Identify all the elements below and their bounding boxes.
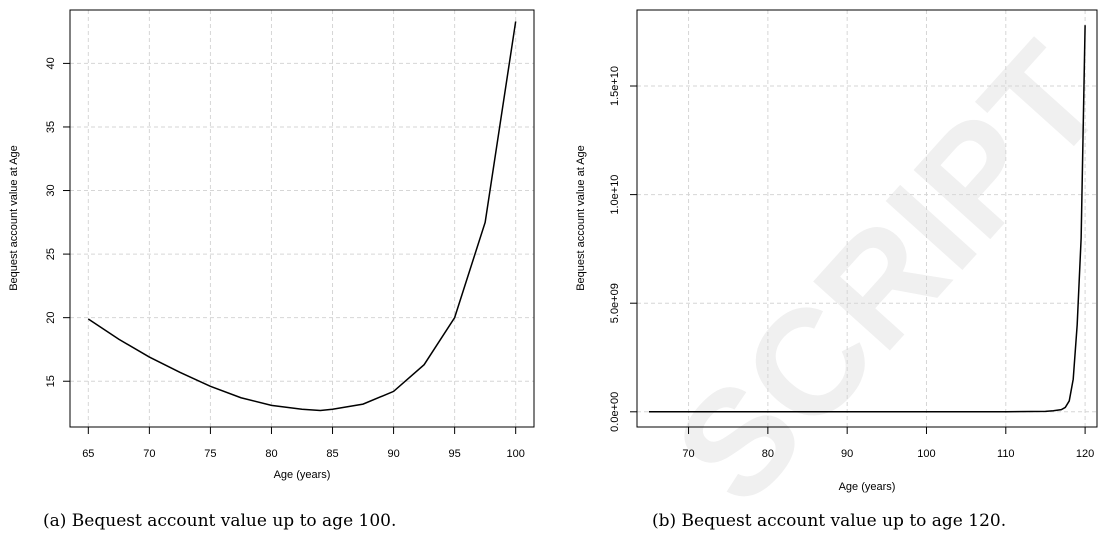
plot-frame-b — [636, 9, 1098, 428]
x-tick-label: 100 — [917, 448, 935, 460]
y-tick-label: 40 — [45, 57, 57, 69]
y-tick-label: 20 — [45, 312, 57, 324]
x-tick-label: 110 — [997, 448, 1015, 460]
watermark: SCRIPT — [643, 13, 1098, 534]
x-tick-label: 80 — [762, 448, 774, 460]
y-tick-label: 25 — [45, 248, 57, 260]
caption-b: (b) Bequest account value up to age 120. — [652, 511, 1006, 531]
series-line-a — [87, 21, 517, 412]
series-line-b — [648, 25, 1086, 413]
x-tick-label: 95 — [449, 448, 461, 460]
x-tick-label: 90 — [387, 448, 399, 460]
x-axis-label-a: Age (years) — [274, 469, 331, 481]
y-axis-b: 0.0e+00 5.0e+09 1.0e+10 1.5e+10 — [609, 66, 637, 432]
y-axis-label-a: Bequest account value at Age — [8, 145, 20, 291]
x-tick-label: 75 — [204, 448, 216, 460]
y-tick-label: 35 — [45, 121, 57, 133]
x-tick-label: 100 — [507, 448, 525, 460]
x-tick-label: 70 — [143, 448, 155, 460]
x-tick-label: 65 — [82, 448, 94, 460]
x-axis-label-b: Age (years) — [839, 481, 896, 493]
x-tick-label: 120 — [1076, 448, 1094, 460]
x-tick-label: 70 — [682, 448, 694, 460]
grid-a — [70, 10, 534, 427]
x-axis-b: 70 80 90 100 110 120 — [682, 427, 1094, 460]
y-axis-label-b: Bequest account value at Age — [575, 145, 587, 291]
caption-a: (a) Bequest account value up to age 100. — [43, 511, 396, 531]
y-tick-label: 5.0e+09 — [609, 283, 621, 323]
x-axis-a: 65 70 75 80 85 90 95 100 — [82, 427, 525, 460]
y-tick-label: 1.5e+10 — [609, 66, 621, 106]
x-tick-label: 80 — [265, 448, 277, 460]
y-axis-a: 15 20 25 30 35 40 — [45, 57, 70, 387]
y-tick-label: 0.0e+00 — [609, 392, 621, 432]
x-tick-label: 85 — [326, 448, 338, 460]
y-tick-label: 30 — [45, 184, 57, 196]
plot-frame-a — [69, 9, 535, 428]
x-tick-label: 90 — [841, 448, 853, 460]
y-tick-label: 1.0e+10 — [609, 175, 621, 215]
chart-panel-a: 65 70 75 80 85 90 95 100 15 20 25 30 35 40 Age (year… — [8, 9, 535, 531]
chart-panel-b: 70 80 90 100 110 120 0.0e+00 5.0e+09 1.0e+10 1.5… — [575, 9, 1098, 531]
y-tick-label: 15 — [45, 375, 57, 387]
